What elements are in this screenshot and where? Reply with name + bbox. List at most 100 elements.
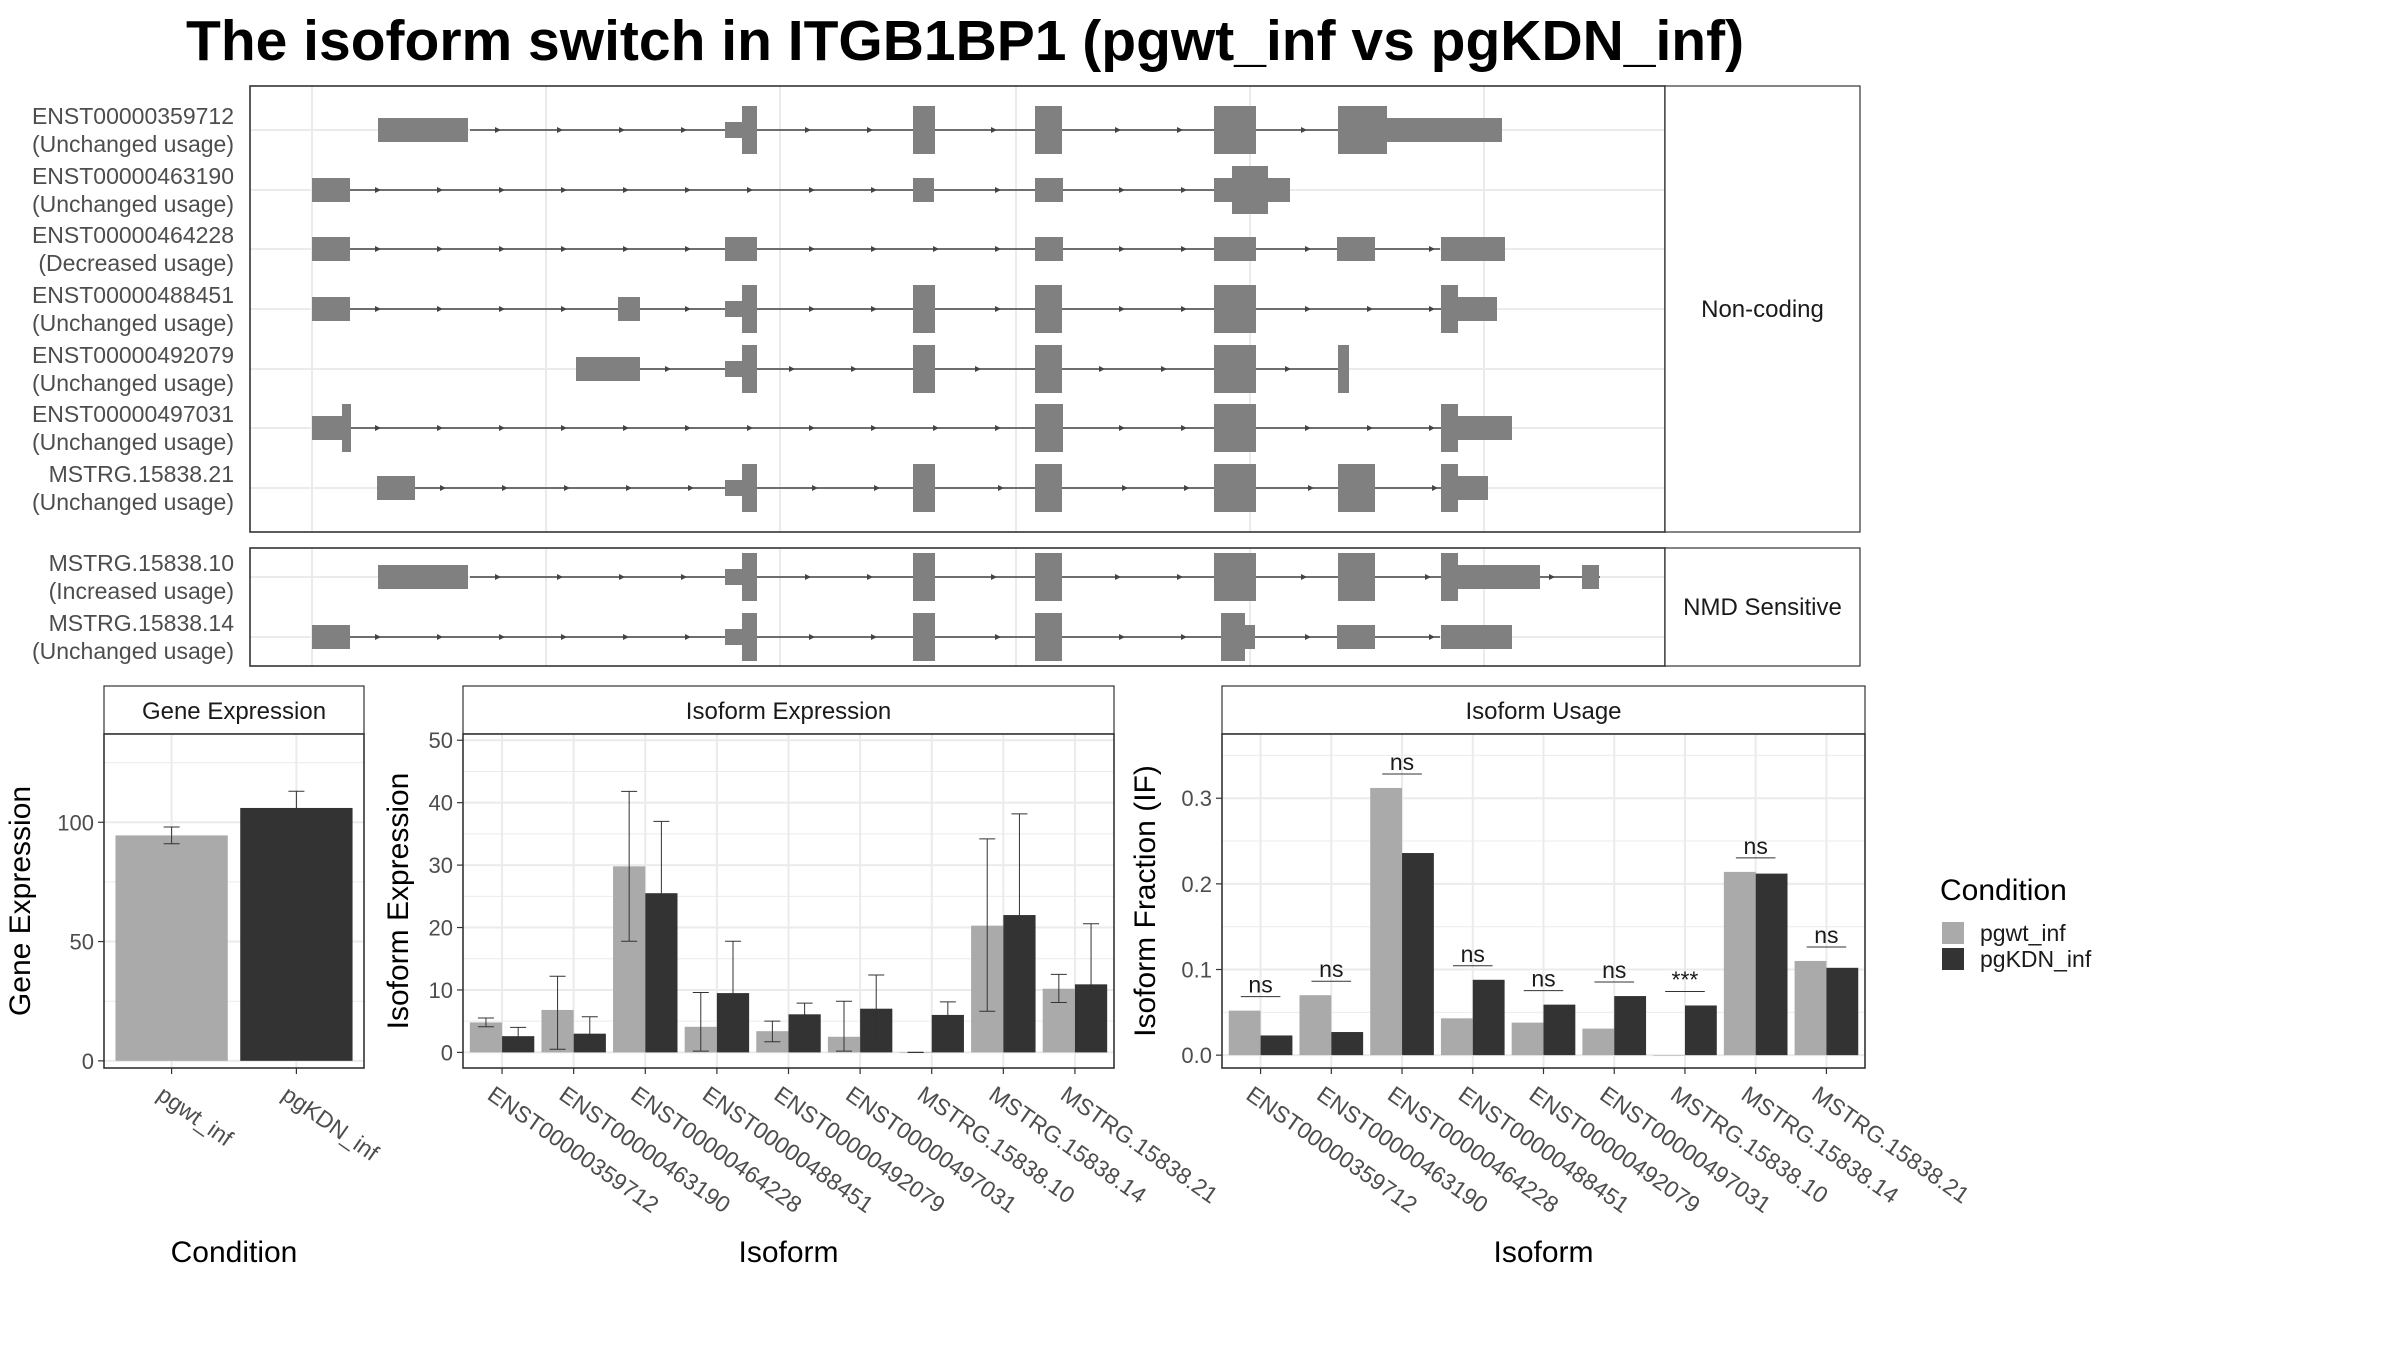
strand-arrow xyxy=(623,425,629,431)
transcript-id-label: ENST00000359712 xyxy=(32,103,234,129)
transcript-id-label: MSTRG.15838.10 xyxy=(49,550,234,576)
strip-label: Isoform Expression xyxy=(686,698,891,725)
strand-arrow xyxy=(685,425,691,431)
exon xyxy=(1035,404,1063,452)
strand-arrow xyxy=(437,306,443,312)
strand-arrow xyxy=(375,425,381,431)
exon xyxy=(377,476,415,500)
exon xyxy=(913,345,935,393)
y-tick-label: 50 xyxy=(70,930,94,955)
strand-arrow xyxy=(805,574,811,580)
exon xyxy=(725,301,742,317)
transcript-model xyxy=(312,404,1512,452)
transcript-id-label: ENST00000463190 xyxy=(32,163,234,189)
strand-arrow xyxy=(619,574,625,580)
strand-arrow xyxy=(375,634,381,640)
bar xyxy=(1511,1022,1544,1056)
strip-label: Non-coding xyxy=(1701,296,1824,323)
exon xyxy=(1337,237,1375,261)
exon xyxy=(1441,625,1512,649)
strand-arrow xyxy=(681,574,687,580)
strand-arrow xyxy=(437,246,443,252)
y-tick-label: 0 xyxy=(82,1049,94,1074)
exon xyxy=(1035,553,1062,601)
transcript-usage-label: (Unchanged usage) xyxy=(32,638,234,664)
bar xyxy=(1228,1010,1261,1056)
transcript-usage-label: (Increased usage) xyxy=(49,578,234,604)
exon xyxy=(378,118,468,142)
exon xyxy=(725,122,742,138)
strand-arrow xyxy=(1301,574,1307,580)
strip-box xyxy=(1664,85,1861,533)
significance-label: ns xyxy=(1531,966,1555,992)
isoform-expression-panel: Isoform Expression01020304050ENST0000035… xyxy=(382,685,1223,1269)
y-tick-label: 40 xyxy=(429,791,453,816)
bar xyxy=(1331,1032,1364,1056)
strand-arrow xyxy=(375,306,381,312)
strand-arrow xyxy=(871,246,877,252)
bar xyxy=(1723,871,1756,1056)
exon xyxy=(725,629,742,645)
exon xyxy=(1035,613,1062,661)
transcript-model xyxy=(378,553,1600,601)
bar xyxy=(1684,1005,1717,1056)
x-axis-title: Condition xyxy=(171,1236,298,1269)
significance-label: ns xyxy=(1390,749,1414,775)
legend-label: pgwt_inf xyxy=(1980,920,2066,946)
significance-label: ns xyxy=(1814,922,1838,948)
strip-box xyxy=(103,685,365,735)
strand-arrow xyxy=(623,634,629,640)
strand-arrow xyxy=(688,485,694,491)
strand-arrow xyxy=(499,425,505,431)
transcript-usage-label: (Unchanged usage) xyxy=(32,310,234,336)
y-tick-label: 0 xyxy=(441,1040,453,1065)
exon xyxy=(1441,553,1458,601)
strand-arrow xyxy=(1285,366,1291,372)
strand-arrow xyxy=(623,187,629,193)
transcript-model xyxy=(312,613,1512,661)
y-tick-label: 0.2 xyxy=(1181,872,1212,897)
strand-arrow xyxy=(812,485,818,491)
strand-arrow xyxy=(499,306,505,312)
y-tick-label: 100 xyxy=(57,810,94,835)
structure-panel: ENST00000359712(Unchanged usage)ENST0000… xyxy=(32,85,1861,533)
strand-arrow xyxy=(805,127,811,133)
exon xyxy=(1214,464,1256,512)
transcript-usage-label: (Unchanged usage) xyxy=(32,131,234,157)
exon xyxy=(1458,565,1540,589)
strand-arrow xyxy=(375,187,381,193)
strand-arrow xyxy=(871,306,877,312)
strand-arrow xyxy=(1181,187,1187,193)
strand-arrow xyxy=(1184,485,1190,491)
exon xyxy=(1245,625,1255,649)
strip-label: Isoform Usage xyxy=(1465,698,1621,725)
exon xyxy=(1214,178,1232,202)
strand-arrow xyxy=(995,634,1001,640)
x-axis-title: Isoform xyxy=(1493,1236,1593,1269)
strand-arrow xyxy=(995,306,1001,312)
exon xyxy=(725,237,757,261)
exon xyxy=(378,565,468,589)
exon xyxy=(1582,565,1599,589)
exon xyxy=(1214,553,1256,601)
bar xyxy=(1299,995,1332,1056)
transcript-id-label: ENST00000464228 xyxy=(32,222,234,248)
exon xyxy=(1338,464,1375,512)
strand-arrow xyxy=(375,246,381,252)
strand-arrow xyxy=(685,246,691,252)
y-tick-label: 0.0 xyxy=(1181,1043,1212,1068)
strand-arrow xyxy=(975,366,981,372)
strip-box xyxy=(1664,547,1861,667)
strand-arrow xyxy=(995,246,1001,252)
panel-border xyxy=(103,733,365,1069)
bar xyxy=(1794,960,1827,1056)
strand-arrow xyxy=(1122,485,1128,491)
transcript-id-label: MSTRG.15838.21 xyxy=(49,461,234,487)
significance-label: *** xyxy=(1672,966,1699,992)
strand-arrow xyxy=(626,485,632,491)
chart-title: The isoform switch in ITGB1BP1 (pgwt_inf… xyxy=(186,9,1745,73)
transcript-usage-label: (Unchanged usage) xyxy=(32,370,234,396)
exon xyxy=(1221,613,1245,661)
strand-arrow xyxy=(1305,634,1311,640)
transcript-model xyxy=(312,166,1290,214)
